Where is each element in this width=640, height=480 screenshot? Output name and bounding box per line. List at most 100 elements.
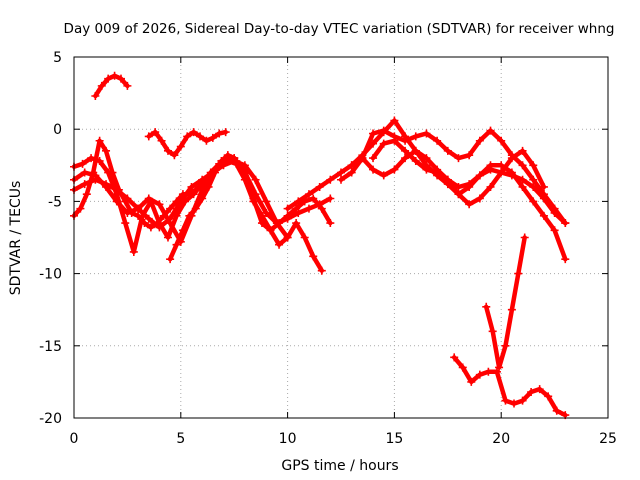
data-point xyxy=(501,341,510,350)
data-point xyxy=(166,255,175,264)
y-tick-label: -15 xyxy=(39,339,62,355)
data-point xyxy=(196,132,205,141)
data-point xyxy=(249,197,258,206)
data-point xyxy=(215,129,224,138)
data-point xyxy=(539,190,548,199)
data-point xyxy=(121,219,130,228)
data-point xyxy=(198,180,207,189)
data-point xyxy=(134,211,143,220)
data-point xyxy=(185,190,194,199)
data-point xyxy=(204,182,213,191)
data-point xyxy=(187,182,196,191)
data-point xyxy=(454,154,463,163)
data-point xyxy=(465,180,474,189)
data-point xyxy=(347,161,356,170)
x-tick-label: 5 xyxy=(176,431,185,447)
data-point xyxy=(121,197,130,206)
data-point xyxy=(202,136,211,145)
data-point xyxy=(300,233,309,242)
data-point xyxy=(210,168,219,177)
data-point xyxy=(369,129,378,138)
data-point xyxy=(240,175,249,184)
data-point xyxy=(243,168,252,177)
data-point xyxy=(433,168,442,177)
data-point xyxy=(262,197,271,206)
data-point xyxy=(155,223,164,232)
data-point xyxy=(561,255,570,264)
data-point xyxy=(411,156,420,165)
data-point xyxy=(497,168,506,177)
data-point xyxy=(134,204,143,213)
data-point xyxy=(78,159,87,168)
data-point xyxy=(475,136,484,145)
data-point xyxy=(157,136,166,145)
data-point xyxy=(539,211,548,220)
data-point xyxy=(358,154,367,163)
data-point xyxy=(443,146,452,155)
data-point xyxy=(544,392,553,401)
data-point xyxy=(304,204,313,213)
data-point xyxy=(518,161,527,170)
data-point xyxy=(422,165,431,174)
data-point xyxy=(411,146,420,155)
data-point xyxy=(163,146,172,155)
data-point xyxy=(450,353,459,362)
data-point xyxy=(102,180,111,189)
data-point xyxy=(257,211,266,220)
data-point xyxy=(275,240,284,249)
data-point xyxy=(317,204,326,213)
data-point xyxy=(172,240,181,249)
data-point xyxy=(379,126,388,135)
data-point xyxy=(309,252,318,261)
data-point xyxy=(465,151,474,160)
data-point xyxy=(123,81,132,90)
data-point xyxy=(104,74,113,83)
data-point xyxy=(529,161,538,170)
data-point xyxy=(337,175,345,184)
data-point xyxy=(497,161,506,170)
axis-ticks: 0 5 10 15 20 25 5 0 -5 -10 -15 -20 xyxy=(39,50,617,447)
chart-title: Day 009 of 2026, Sidereal Day-to-day VTE… xyxy=(64,21,615,37)
data-point xyxy=(166,214,175,223)
series-trace xyxy=(338,128,568,226)
data-point xyxy=(492,367,501,376)
data-point xyxy=(529,197,538,206)
data-point xyxy=(369,165,378,174)
data-point xyxy=(315,182,324,191)
data-point xyxy=(110,71,119,80)
data-point xyxy=(80,180,89,189)
data-point xyxy=(283,233,292,242)
data-point xyxy=(422,154,431,163)
data-point xyxy=(108,168,117,177)
series-arc9 xyxy=(337,126,570,228)
data-point xyxy=(236,162,245,171)
series-trace xyxy=(451,355,568,418)
data-point xyxy=(501,396,510,405)
data-point xyxy=(390,116,399,125)
series-arc11 xyxy=(369,136,570,264)
data-point xyxy=(172,197,181,206)
series-arc4 xyxy=(70,136,326,275)
data-point xyxy=(294,197,303,206)
x-tick-label: 25 xyxy=(599,431,617,447)
series-trace xyxy=(93,73,130,99)
data-point xyxy=(484,367,493,376)
data-point xyxy=(458,363,467,372)
x-tick-label: 15 xyxy=(385,431,403,447)
data-point xyxy=(89,168,98,177)
plot-frame xyxy=(73,56,609,419)
data-point xyxy=(486,126,495,135)
data-point xyxy=(166,204,175,213)
data-point xyxy=(304,190,313,199)
data-point xyxy=(272,219,281,228)
data-point xyxy=(91,91,100,100)
data-point xyxy=(486,161,495,170)
y-tick-label: -5 xyxy=(48,194,62,210)
data-point xyxy=(191,185,200,194)
y-tick-label: 0 xyxy=(53,122,62,138)
y-tick-label: -20 xyxy=(39,411,62,427)
data-point xyxy=(401,136,410,145)
data-point xyxy=(535,385,544,394)
data-point xyxy=(266,226,275,235)
data-point xyxy=(309,194,318,203)
